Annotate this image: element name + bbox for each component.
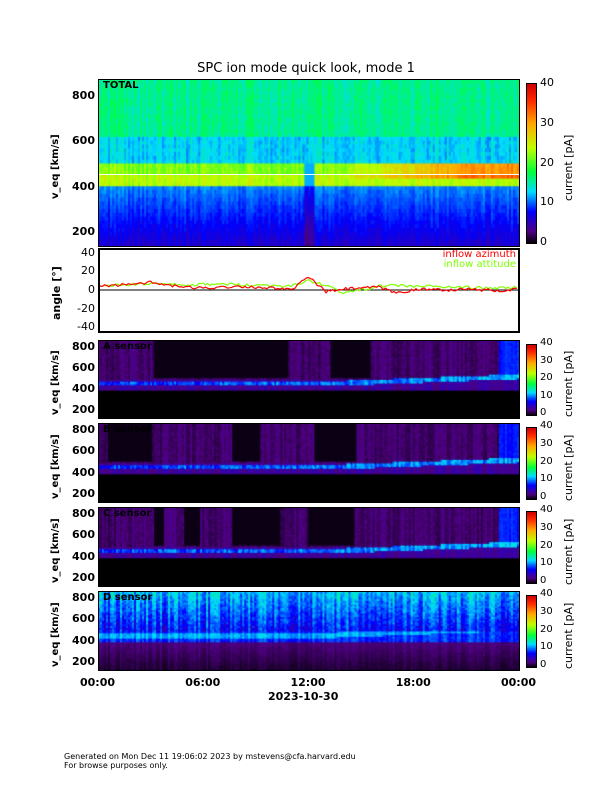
footer-browse: For browse purposes only. [64, 761, 168, 770]
colorbar-label: current [pA] [562, 134, 575, 201]
x-tick-label: 12:00 [290, 676, 326, 689]
colorbar-tick-label: 20 [540, 455, 553, 467]
y-axis-label-angle: angle [°] [50, 266, 63, 320]
colorbar-tick-label: 10 [540, 557, 553, 569]
colorbar-tick-label: 40 [540, 504, 553, 515]
y-axis-label-b: v_eq [km/s] [50, 433, 61, 499]
y-tick-label: 200 [72, 225, 95, 239]
spectrogram-d [98, 591, 519, 670]
colorbar-tick-label: 0 [540, 235, 547, 248]
y-tick-label: 20 [81, 264, 95, 278]
colorbar-tick-label: 30 [540, 115, 554, 129]
panel-label-a: A sensor [103, 341, 152, 352]
y-tick-label: 600 [72, 612, 95, 626]
panel-frame-total [98, 79, 520, 247]
y-tick-label: 800 [72, 507, 95, 521]
series-line-inflow-azimuth [98, 276, 517, 294]
y-tick-label: 800 [72, 591, 95, 605]
colorbar-tick-label: 10 [540, 389, 553, 401]
colorbar-tick-label: 40 [540, 420, 553, 431]
y-tick-label: 400 [72, 465, 95, 479]
colorbar-tick-label: 30 [540, 521, 553, 533]
y-tick-label: 400 [72, 633, 95, 647]
panel-frame-b [98, 423, 520, 503]
colorbar-label: current [pA] [562, 350, 575, 417]
footer-generated: Generated on Mon Dec 11 19:06:02 2023 by… [64, 752, 356, 761]
velocity-band-marker [98, 174, 519, 176]
y-tick-label: 0 [88, 283, 95, 296]
colorbar-tick-label: 40 [540, 337, 553, 348]
colorbar-tick-label: 10 [540, 195, 554, 209]
colorbar-c [526, 511, 537, 584]
y-tick-label: 200 [72, 571, 95, 584]
y-tick-label: 200 [72, 487, 95, 500]
colorbar-label: current [pA] [562, 434, 575, 501]
colorbar-tick-label: 20 [540, 155, 554, 169]
colorbar-tick-label: 30 [540, 605, 553, 617]
panel-label-total: TOTAL [103, 80, 139, 91]
panel-label-c: C sensor [103, 508, 152, 519]
y-tick-label: 200 [72, 403, 95, 417]
y-tick-label: 40 [81, 245, 95, 259]
colorbar-tick-label: 0 [540, 575, 547, 586]
y-tick-label: 600 [72, 134, 95, 148]
colorbar-tick-label: 20 [540, 623, 553, 635]
x-axis-label: 2023-10-30 [268, 690, 339, 703]
y-tick-label: 600 [72, 361, 95, 375]
y-axis-label-total: v_eq [km/s] [50, 133, 61, 199]
colorbar-tick-label: 20 [540, 372, 553, 383]
panel-frame-d [98, 591, 520, 671]
y-axis-label-a: v_eq [km/s] [50, 350, 61, 415]
y-tick-label: 200 [72, 655, 95, 668]
panel-frame-angle [98, 248, 520, 333]
y-tick-label: 600 [72, 528, 95, 542]
colorbar-tick-label: 40 [540, 588, 553, 599]
panel-label-b: B sensor [103, 424, 152, 435]
legend-inflow-attitude: inflow attitude [443, 259, 516, 270]
y-tick-label: 800 [72, 89, 95, 103]
colorbar-tick-label: 30 [540, 437, 553, 449]
y-tick-label: 400 [72, 179, 95, 193]
y-tick-label: 800 [72, 340, 95, 354]
y-tick-label: 400 [72, 549, 95, 563]
spectrogram-c [98, 507, 519, 586]
panel-frame-a [98, 340, 520, 419]
colorbar-tick-label: 0 [540, 407, 547, 418]
colorbar-a [526, 344, 537, 416]
colorbar-d [526, 595, 537, 668]
x-tick-label: 00:00 [501, 676, 537, 689]
figure-title: SPC ion mode quick look, mode 1 [197, 61, 415, 76]
colorbar-tick-label: 10 [540, 473, 553, 485]
spectrogram-total [98, 79, 519, 246]
angle-plot [98, 276, 519, 295]
panel-frame-c [98, 507, 520, 587]
colorbar-tick-label: 20 [540, 539, 553, 551]
colorbar-tick-label: 0 [540, 491, 547, 502]
x-tick-label: 18:00 [395, 676, 431, 689]
colorbar-label: current [pA] [562, 518, 575, 585]
colorbar-b [526, 427, 537, 500]
colorbar-tick-label: 40 [540, 76, 554, 89]
x-tick-label: 06:00 [185, 676, 221, 689]
colorbar-tick-label: 10 [540, 641, 553, 653]
colorbar-tick-label: 30 [540, 354, 553, 366]
panel-label-d: D sensor [103, 592, 153, 603]
colorbar-tick-label: 0 [540, 659, 547, 670]
y-tick-label: 400 [72, 382, 95, 396]
colorbar-total [526, 83, 537, 244]
y-tick-label: -20 [77, 301, 95, 315]
y-tick-label: 800 [72, 423, 95, 437]
x-tick-label: 00:00 [80, 676, 116, 689]
y-axis-label-c: v_eq [km/s] [50, 517, 61, 583]
colorbar-label: current [pA] [562, 602, 575, 669]
y-tick-label: 600 [72, 444, 95, 458]
spectrogram-a [98, 340, 519, 418]
legend-inflow-azimuth: inflow azimuth [442, 249, 516, 260]
y-axis-label-d: v_eq [km/s] [50, 601, 61, 667]
y-tick-label: -40 [77, 320, 95, 334]
spectrogram-b [98, 423, 519, 502]
